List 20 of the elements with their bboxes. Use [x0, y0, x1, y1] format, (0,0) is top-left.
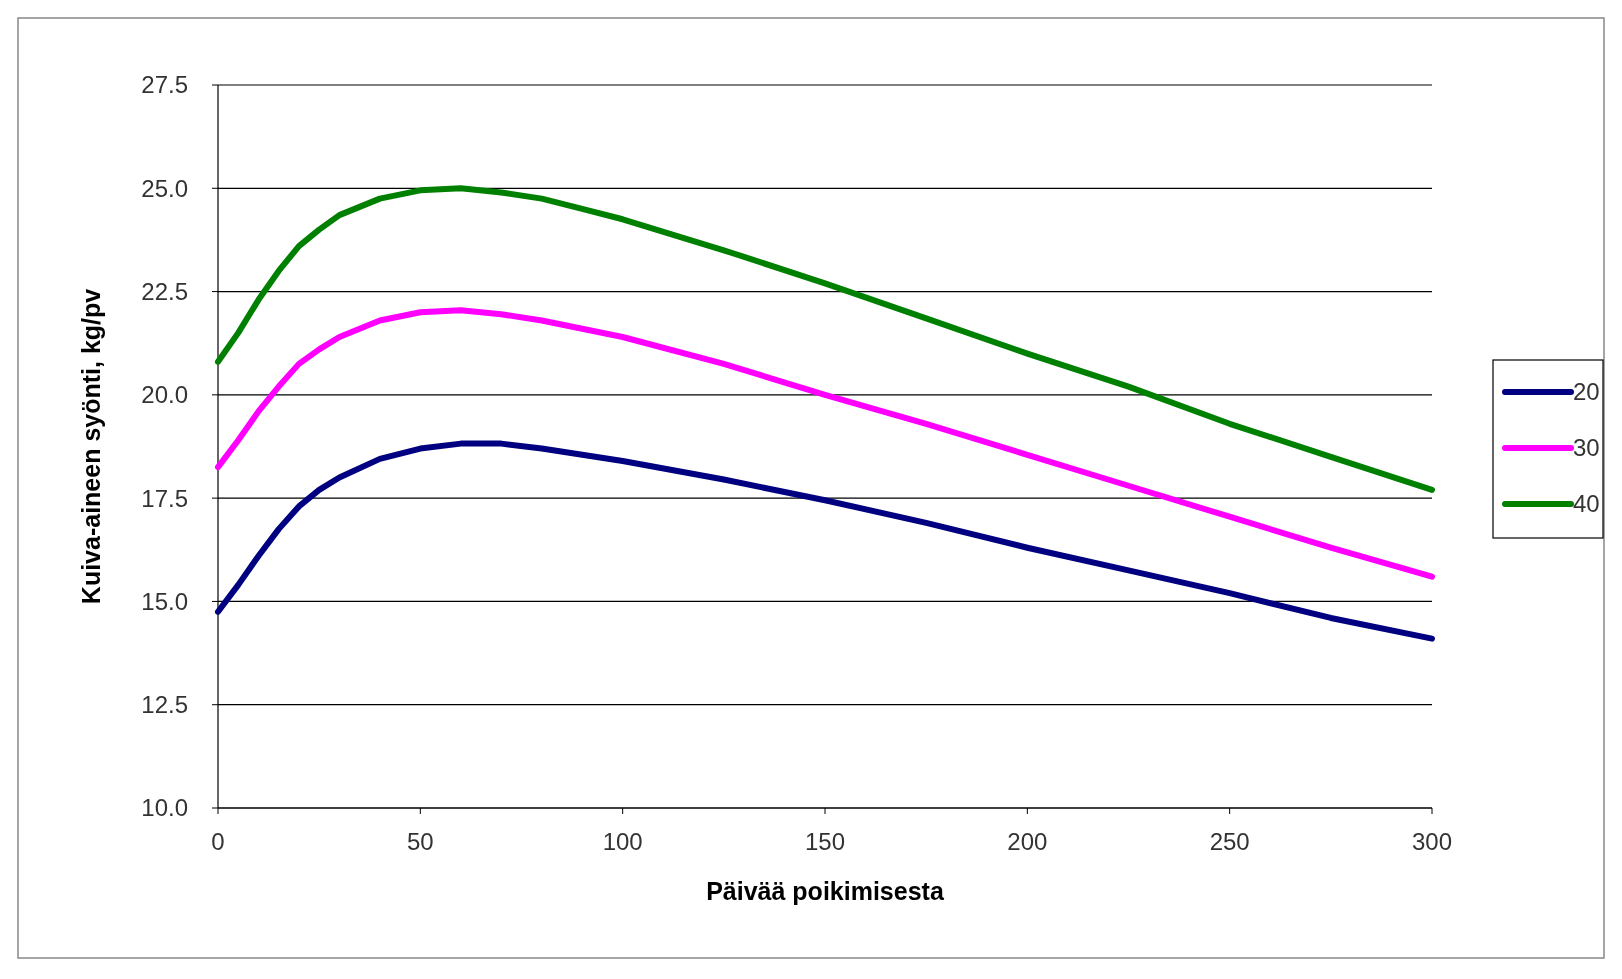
x-tick-label: 0	[211, 828, 225, 855]
y-tick-label: 17.5	[141, 484, 188, 512]
x-axis-title: Päivää poikimisesta	[706, 877, 945, 905]
x-tick-label: 50	[406, 828, 434, 855]
x-tick-label: 200	[1007, 828, 1048, 855]
legend-label: 30	[1573, 434, 1600, 462]
y-tick-label: 22.5	[141, 277, 188, 305]
legend-label: 40	[1573, 490, 1600, 518]
x-tick-label: 150	[804, 828, 846, 855]
x-tick-label: 300	[1411, 828, 1453, 855]
x-tick-label: 250	[1209, 828, 1250, 855]
y-tick-label: 25.0	[141, 174, 188, 202]
y-tick-label: 12.5	[141, 691, 188, 719]
y-tick-label: 10.0	[141, 794, 188, 822]
y-tick-label: 15.0	[141, 587, 188, 615]
y-tick-label: 20.0	[141, 381, 188, 409]
x-tick-label: 100	[602, 828, 643, 855]
y-tick-label: 27.5	[141, 71, 188, 99]
legend-label: 20	[1573, 378, 1600, 406]
y-axis-title: Kuiva-aineen syönti, kg/pv	[77, 288, 105, 605]
